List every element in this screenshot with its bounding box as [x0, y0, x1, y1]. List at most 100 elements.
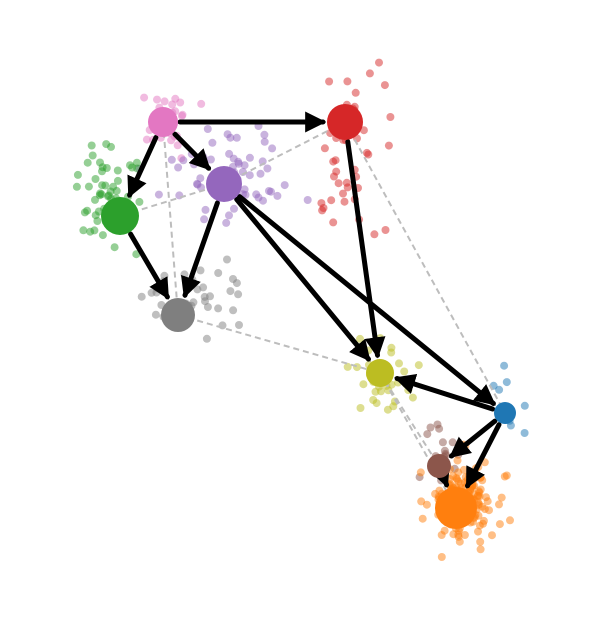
scatter-point-purple — [175, 191, 184, 200]
scatter-point-pink — [160, 97, 169, 106]
scatter-point-red — [339, 189, 347, 198]
scatter-point-green — [112, 186, 121, 195]
scatter-point-orange — [476, 545, 485, 554]
scatter-point-purple — [280, 181, 289, 190]
scatter-point-brown — [423, 430, 432, 439]
node-green — [101, 197, 139, 235]
scatter-point-blue — [502, 378, 511, 387]
scatter-point-purple — [303, 196, 312, 204]
scatter-point-purple — [206, 155, 215, 164]
scatter-point-orange — [488, 531, 496, 540]
scatter-point-orange — [495, 520, 504, 529]
scatter-point-olive — [383, 405, 392, 414]
scatter-point-blue — [500, 361, 509, 370]
scatter-point-gray — [235, 321, 243, 329]
edge-blue-to-orange — [465, 422, 502, 489]
scatter-point-orange — [453, 456, 462, 465]
scatter-point-red — [317, 199, 326, 208]
scatter-point-blue — [495, 385, 504, 394]
scatter-point-olive — [359, 380, 368, 389]
node-blue — [494, 402, 516, 424]
scatter-point-orange — [506, 516, 514, 525]
scatter-point-gray — [189, 298, 198, 307]
scatter-point-brown — [433, 420, 442, 429]
scatter-point-olive — [371, 387, 380, 396]
scatter-point-green — [106, 187, 115, 196]
scatter-point-gray — [234, 290, 243, 299]
scatter-point-gray — [201, 297, 209, 306]
scatter-point-purple — [260, 130, 269, 139]
edge-pink-to-purple — [172, 131, 212, 171]
scatter-point-red — [364, 150, 373, 159]
scatter-point-green — [87, 141, 96, 150]
edge-purple-to-gray — [181, 200, 220, 299]
scatter-point-olive — [400, 367, 409, 376]
scatter-point-purple — [223, 130, 232, 139]
node-gray — [161, 298, 195, 332]
scatter-point-purple — [222, 218, 231, 227]
scatter-point-green — [98, 181, 107, 190]
scatter-point-purple — [225, 211, 233, 220]
scatter-point-olive — [387, 348, 396, 357]
node-red — [327, 104, 363, 140]
scatter-point-purple — [234, 157, 243, 166]
scatter-point-purple — [252, 190, 261, 199]
scatter-point-green — [91, 195, 99, 204]
scatter-point-pink — [142, 135, 151, 144]
scatter-point-brown — [438, 438, 447, 447]
background-link-olive-orange — [379, 372, 457, 509]
scatter-point-gray — [218, 321, 227, 330]
scatter-point-purple — [232, 133, 241, 142]
scatter-point-orange — [454, 530, 463, 539]
scatter-point-purple — [225, 149, 234, 158]
scatter-point-green — [110, 243, 119, 252]
scatter-point-purple — [201, 205, 210, 214]
scatter-point-green — [98, 231, 107, 240]
scatter-point-purple — [179, 156, 188, 165]
node-purple — [206, 166, 242, 202]
scatter-point-green — [113, 166, 122, 175]
scatter-point-red — [329, 157, 338, 166]
scatter-point-gray — [137, 292, 146, 301]
scatter-point-red — [365, 69, 374, 78]
scatter-point-gray — [180, 270, 189, 279]
scatter-point-orange — [422, 500, 431, 509]
scatter-point-gray — [214, 269, 223, 277]
scatter-point-red — [327, 196, 336, 205]
scatter-point-green — [135, 197, 144, 206]
scatter-point-green — [72, 182, 81, 191]
scatter-point-green — [96, 158, 104, 167]
background-link-olive-brown — [379, 372, 440, 467]
scatter-point-purple — [174, 163, 183, 172]
scatter-point-purple — [230, 204, 238, 213]
edge-blue-to-brown — [449, 418, 498, 459]
scatter-point-purple — [267, 187, 275, 196]
background-link-red-blue — [344, 121, 506, 414]
scatter-point-orange — [460, 531, 469, 539]
scatter-point-orange — [502, 471, 511, 480]
scatter-point-olive — [343, 362, 352, 371]
scatter-point-olive — [356, 404, 365, 412]
scatter-point-blue — [520, 429, 529, 437]
scatter-point-red — [343, 183, 352, 192]
scatter-point-red — [384, 141, 393, 150]
edge-red-to-olive — [345, 139, 386, 359]
scatter-point-orange — [495, 500, 503, 509]
background-link-pink-gray — [162, 121, 179, 316]
scatter-point-gray — [232, 279, 241, 288]
scatter-point-gray — [223, 255, 231, 264]
scatter-point-green — [83, 206, 92, 215]
edge-blue-to-olive — [394, 373, 496, 412]
scatter-point-gray — [202, 334, 211, 343]
scatter-point-gray — [196, 266, 205, 275]
scatter-point-orange — [478, 476, 487, 485]
scatter-point-purple — [208, 138, 217, 147]
scatter-point-green — [126, 161, 134, 170]
scatter-point-green — [113, 176, 122, 185]
node-orange — [435, 487, 477, 529]
scatter-point-green — [132, 250, 141, 259]
scatter-point-green — [91, 175, 100, 183]
scatter-point-orange — [449, 472, 457, 480]
scatter-point-red — [380, 81, 389, 90]
